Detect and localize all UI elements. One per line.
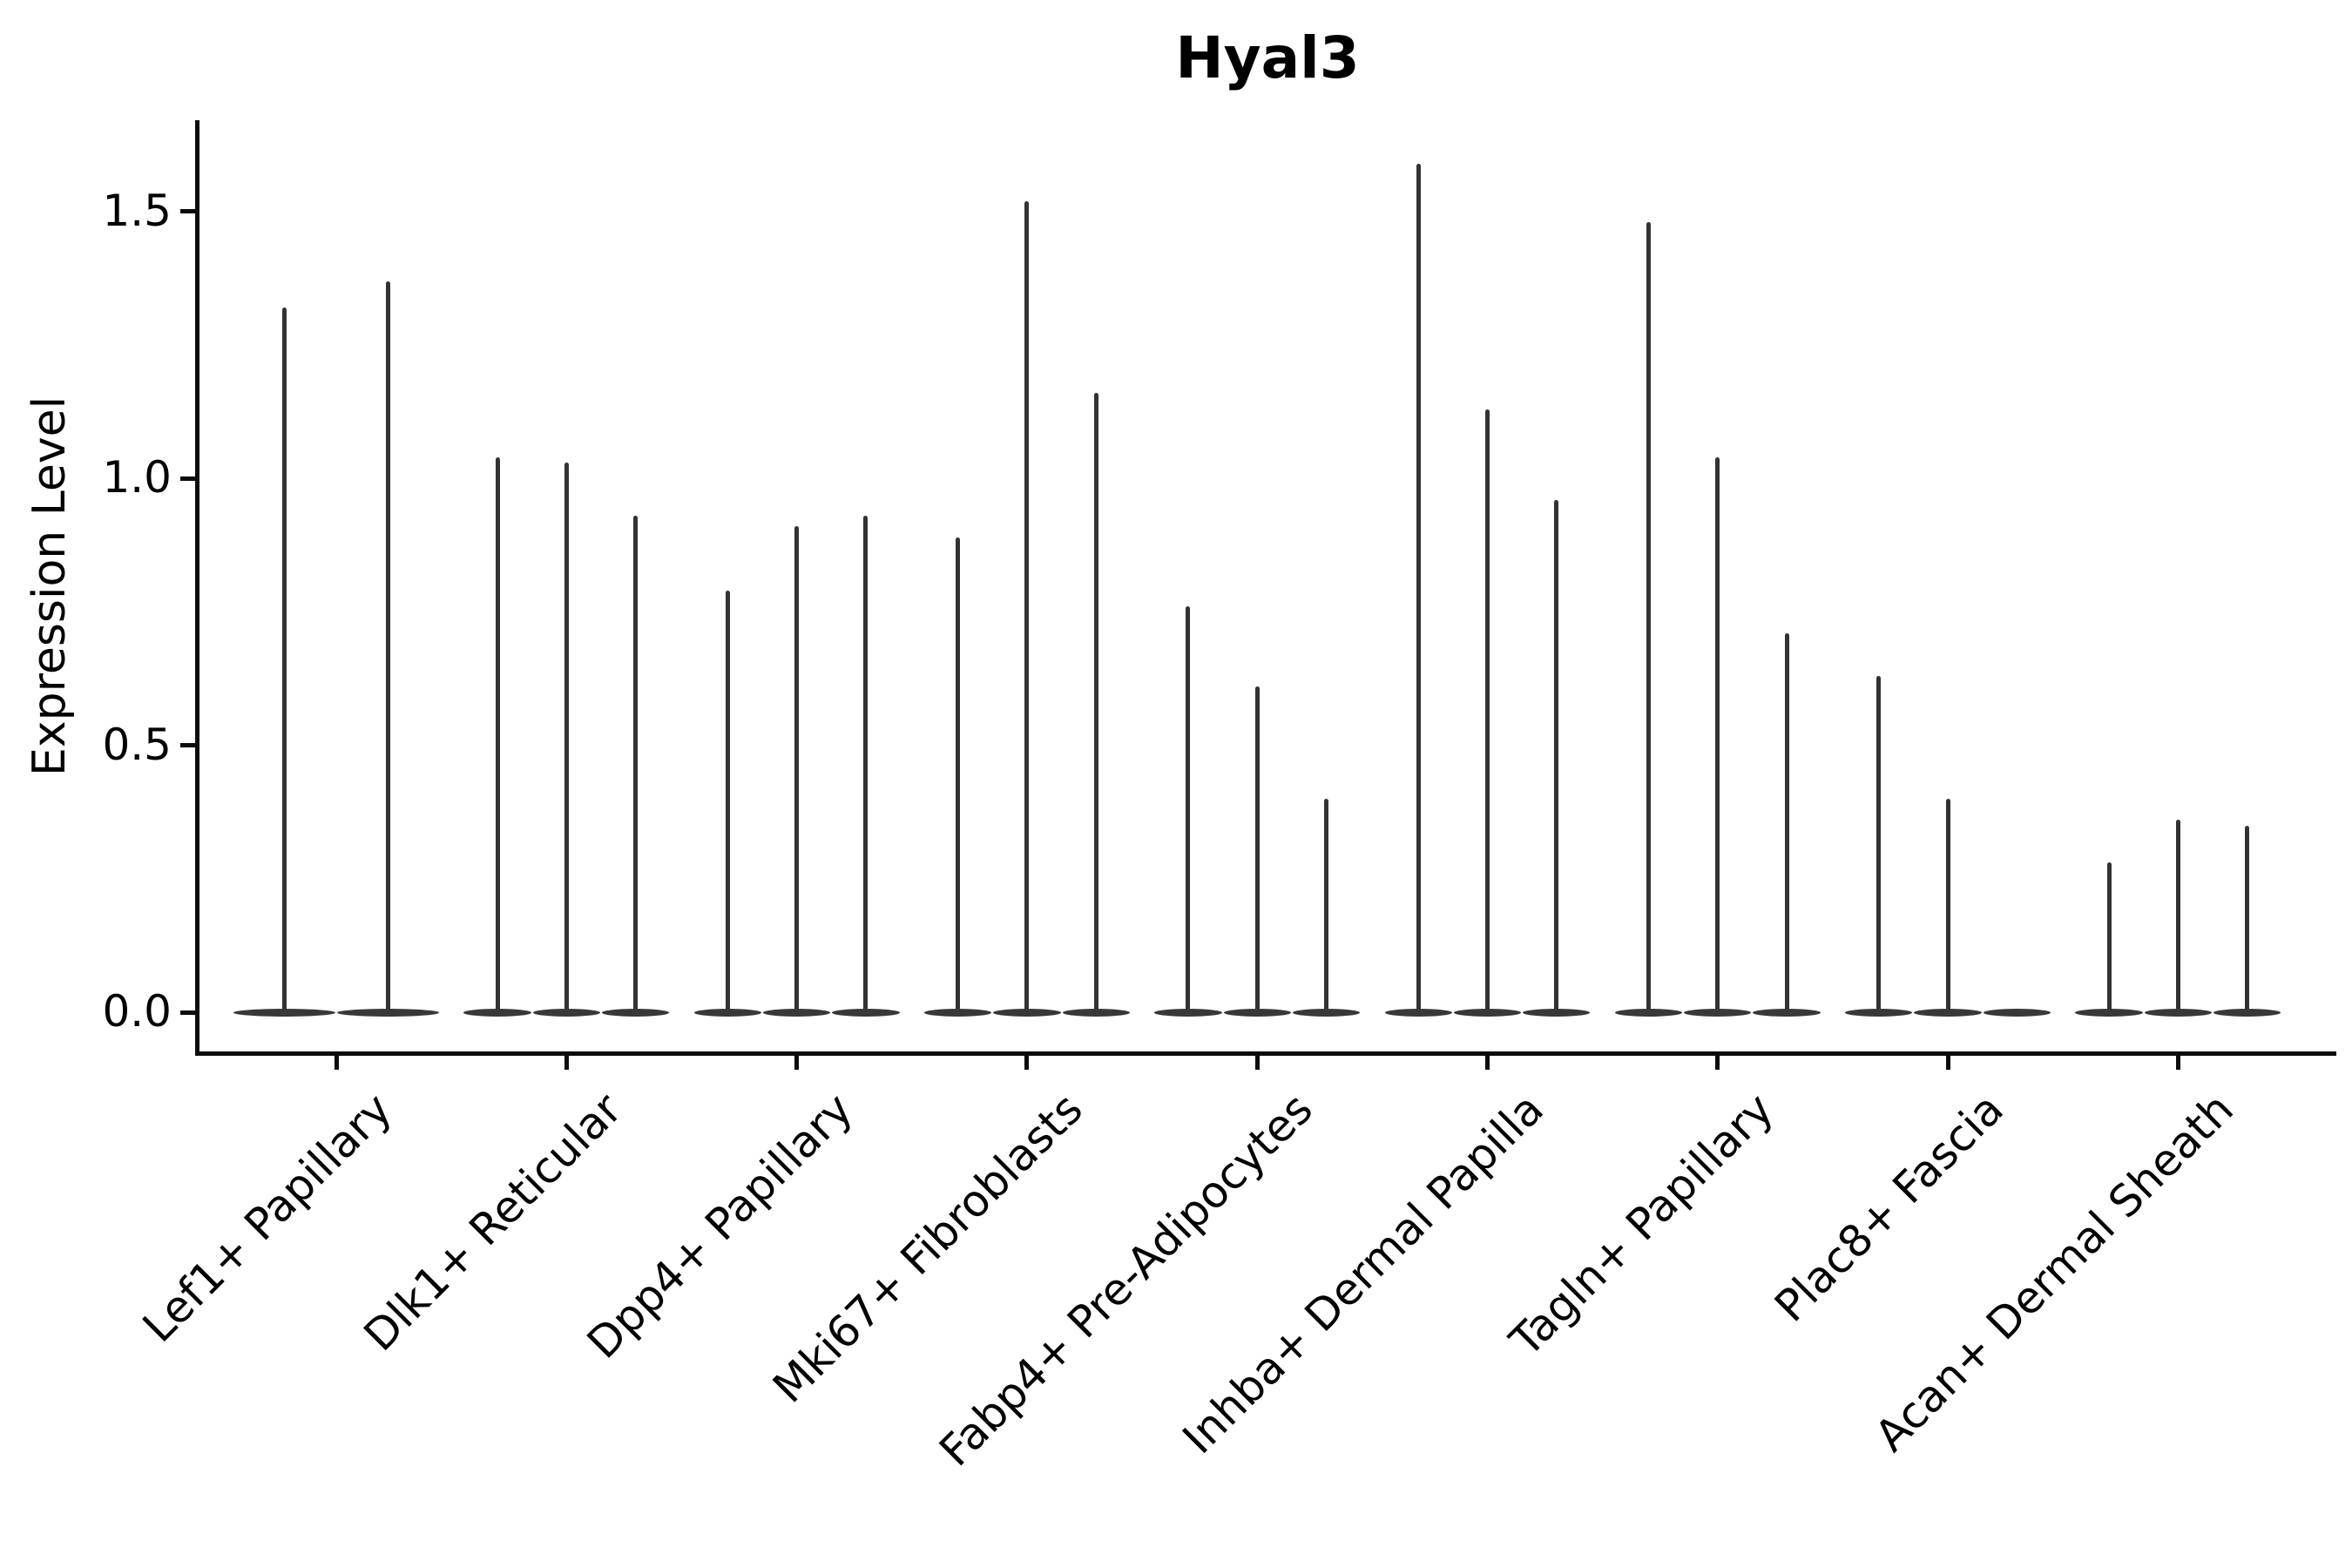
chart-title: Hyal3: [1175, 24, 1360, 91]
x-tick-label: Dlk1+ Reticular: [355, 1083, 632, 1362]
violin-base: [762, 1008, 831, 1017]
x-tick-label: Plac8+ Fascia: [1765, 1083, 2013, 1332]
x-tick: [334, 1056, 339, 1070]
violin-base: [1154, 1008, 1222, 1017]
violin-base: [1845, 1008, 1913, 1017]
violin-spike: [495, 456, 500, 1015]
violin-base: [1223, 1008, 1291, 1017]
violin-base: [1914, 1008, 1982, 1017]
x-tick: [1254, 1056, 1260, 1070]
violin-spike: [1323, 798, 1328, 1015]
violin-base: [1384, 1008, 1452, 1017]
violin-spike: [1254, 686, 1260, 1015]
y-tick: [180, 1010, 195, 1015]
x-axis-spine: [195, 1051, 2336, 1056]
violin-spike: [282, 308, 287, 1015]
violin-base: [1684, 1008, 1752, 1017]
violin-base: [923, 1008, 992, 1017]
violin-base: [463, 1008, 531, 1017]
y-tick-label: 0.5: [102, 719, 172, 770]
violin-spike: [1093, 393, 1098, 1015]
violin-spike: [385, 280, 390, 1015]
violin-spike: [1024, 200, 1030, 1015]
violin-spike: [794, 526, 800, 1015]
violin-base: [832, 1008, 900, 1017]
x-tick: [1024, 1056, 1030, 1070]
violin-base: [1753, 1008, 1821, 1017]
x-tick: [564, 1056, 569, 1070]
violin-spike: [1715, 456, 1720, 1015]
violin-base: [601, 1008, 670, 1017]
y-tick: [180, 476, 195, 481]
y-tick-label: 0.0: [102, 986, 172, 1037]
x-tick-label: Fabp4+ Pre-Adipocytes: [929, 1083, 1323, 1477]
x-tick: [1945, 1056, 1950, 1070]
violin-base: [1453, 1008, 1522, 1017]
violin-base: [1983, 1008, 2051, 1017]
violin-spike: [1416, 163, 1421, 1015]
violin-base: [1292, 1008, 1361, 1017]
violin-spike: [633, 516, 639, 1015]
violin-spike: [1186, 606, 1191, 1015]
violin-base: [337, 1008, 439, 1017]
violin-spike: [725, 590, 730, 1015]
violin-base: [2213, 1008, 2281, 1017]
violin-spike: [1554, 499, 1559, 1015]
y-tick: [180, 209, 195, 214]
violin-spike: [564, 462, 569, 1015]
x-tick-label: Inhba+ Dermal Papilla: [1173, 1083, 1553, 1464]
violin-spike: [1646, 222, 1651, 1015]
violin-base: [693, 1008, 761, 1017]
violin-base: [1614, 1008, 1683, 1017]
violin-base: [993, 1008, 1061, 1017]
x-tick-label: Tagln+ Papillary: [1500, 1083, 1783, 1367]
y-axis-spine: [195, 120, 199, 1056]
x-tick-label: Lef1+ Papillary: [132, 1083, 402, 1352]
y-axis-label: Expression Level: [24, 395, 76, 777]
y-tick-label: 1.5: [102, 185, 172, 236]
x-tick-label: Mki67+ Fibroblasts: [763, 1083, 1092, 1413]
x-tick-label: Acan+ Dermal Sheath: [1865, 1083, 2244, 1462]
violin-spike: [2106, 862, 2112, 1015]
x-tick: [794, 1056, 800, 1070]
violin-spike: [863, 516, 868, 1015]
x-tick: [1485, 1056, 1490, 1070]
x-tick: [1715, 1056, 1720, 1070]
violin-spike: [1876, 675, 1882, 1015]
violin-base: [1523, 1008, 1591, 1017]
violin-base: [2144, 1008, 2213, 1017]
x-tick: [2175, 1056, 2180, 1070]
violin-spike: [2245, 825, 2250, 1015]
violin-base: [532, 1008, 600, 1017]
violin-spike: [956, 537, 961, 1015]
violin-spike: [2175, 820, 2180, 1015]
violin-spike: [1485, 409, 1490, 1015]
violin-base: [233, 1008, 335, 1017]
violin-base: [1062, 1008, 1130, 1017]
y-tick: [180, 743, 195, 748]
violin-base: [2075, 1008, 2143, 1017]
violin-spike: [1945, 798, 1950, 1015]
violin-spike: [1784, 632, 1789, 1015]
y-tick-label: 1.0: [102, 452, 172, 504]
x-tick-label: Dpp4+ Papillary: [577, 1083, 862, 1369]
